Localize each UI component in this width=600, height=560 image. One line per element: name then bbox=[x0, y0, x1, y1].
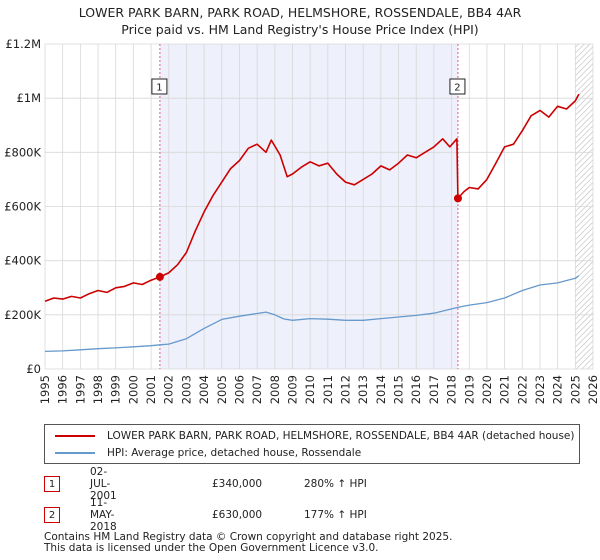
x-tick-label: 2010 bbox=[303, 375, 317, 404]
transaction-badge: 2 bbox=[44, 507, 60, 523]
transaction-price: £630,000 bbox=[212, 509, 263, 521]
x-tick-label: 2026 bbox=[586, 375, 600, 404]
transaction-marker-badge bbox=[151, 78, 168, 95]
legend-label-hpi: HPI: Average price, detached house, Ross… bbox=[107, 447, 362, 459]
x-tick-label: 2011 bbox=[321, 375, 335, 404]
x-tick-label: 1999 bbox=[109, 375, 123, 404]
transaction-point bbox=[155, 272, 164, 281]
transaction-marker-number: 1 bbox=[156, 83, 162, 94]
chart-subtitle: Price paid vs. HM Land Registry's House … bbox=[121, 22, 479, 37]
transaction-hpi: 280% ↑ HPI bbox=[304, 478, 367, 490]
transaction-row: 1 02-JUL-2001 £340,000 280% ↑ HPI bbox=[44, 466, 367, 502]
x-tick-label: 2021 bbox=[498, 375, 512, 404]
property-price-line bbox=[44, 93, 580, 303]
x-tick-label: 2015 bbox=[392, 375, 406, 404]
x-tick-label: 1997 bbox=[73, 375, 87, 404]
legend-label-property: LOWER PARK BARN, PARK ROAD, HELMSHORE, R… bbox=[107, 430, 575, 442]
transaction-date: 02-JUL-2001 bbox=[90, 466, 117, 502]
x-tick-label: 2005 bbox=[215, 375, 229, 404]
footer-line-2: This data is licensed under the Open Gov… bbox=[44, 542, 379, 554]
transaction-row: 2 11-MAY-2018 £630,000 177% ↑ HPI bbox=[44, 497, 367, 533]
price-chart: 1 2 £0 £200K £400K £600K £800K £1M £1.2M 1995 199… bbox=[4, 37, 600, 404]
x-tick-label: 2020 bbox=[480, 375, 494, 404]
chart-title: LOWER PARK BARN, PARK ROAD, HELMSHORE, R… bbox=[78, 5, 522, 20]
y-tick-label: £600K bbox=[4, 200, 41, 214]
x-tick-label: 2017 bbox=[427, 375, 441, 404]
footer-attribution: Contains HM Land Registry data © Crown c… bbox=[44, 532, 452, 554]
transaction-badge: 1 bbox=[44, 476, 60, 492]
transaction-marker-badge bbox=[449, 78, 466, 95]
x-tick-label: 2023 bbox=[533, 375, 547, 404]
legend-item-hpi: HPI: Average price, detached house, Ross… bbox=[45, 445, 361, 461]
x-tick-label: 1996 bbox=[56, 375, 70, 404]
x-tick-label: 2000 bbox=[126, 375, 140, 404]
x-tick-label: 2016 bbox=[409, 375, 423, 404]
transaction-hpi: 177% ↑ HPI bbox=[304, 509, 367, 521]
x-tick-label: 2003 bbox=[179, 375, 193, 404]
x-tick-label: 2018 bbox=[445, 375, 459, 404]
x-tick-label: 2022 bbox=[515, 375, 529, 404]
chart-legend: LOWER PARK BARN, PARK ROAD, HELMSHORE, R… bbox=[44, 424, 580, 464]
x-tick-label: 2009 bbox=[285, 375, 299, 404]
x-tick-label: 2002 bbox=[162, 375, 176, 404]
y-tick-label: £1.2M bbox=[5, 37, 41, 51]
x-tick-label: 2019 bbox=[462, 375, 476, 404]
x-tick-label: 2025 bbox=[568, 375, 582, 404]
footer-line-1: Contains HM Land Registry data © Crown c… bbox=[44, 531, 453, 543]
x-tick-label: 2024 bbox=[551, 375, 565, 404]
hpi-line bbox=[44, 275, 580, 353]
x-tick-label: 1995 bbox=[38, 375, 52, 404]
transaction-marker-number: 2 bbox=[454, 83, 460, 94]
x-tick-label: 2013 bbox=[356, 375, 370, 404]
x-tick-label: 2007 bbox=[250, 375, 264, 404]
y-tick-label: £400K bbox=[4, 254, 41, 268]
legend-item-property: LOWER PARK BARN, PARK ROAD, HELMSHORE, R… bbox=[45, 428, 574, 444]
x-tick-label: 2012 bbox=[339, 375, 353, 404]
x-tick-label: 2001 bbox=[144, 375, 158, 404]
legend-swatch-property bbox=[55, 435, 95, 437]
transaction-date: 11-MAY-2018 bbox=[90, 497, 117, 533]
transaction-price: £340,000 bbox=[212, 478, 263, 490]
x-tick-label: 2008 bbox=[268, 375, 282, 404]
x-tick-label: 1998 bbox=[91, 375, 105, 404]
x-tick-label: 2014 bbox=[374, 375, 388, 404]
transaction-point bbox=[453, 194, 462, 203]
legend-swatch-hpi bbox=[55, 452, 95, 454]
y-tick-label: £200K bbox=[4, 308, 41, 322]
y-tick-label: £1M bbox=[16, 91, 41, 105]
y-tick-label: £0 bbox=[26, 362, 41, 376]
x-tick-label: 2004 bbox=[197, 375, 211, 404]
y-tick-label: £800K bbox=[4, 145, 41, 159]
x-tick-label: 2006 bbox=[232, 375, 246, 404]
